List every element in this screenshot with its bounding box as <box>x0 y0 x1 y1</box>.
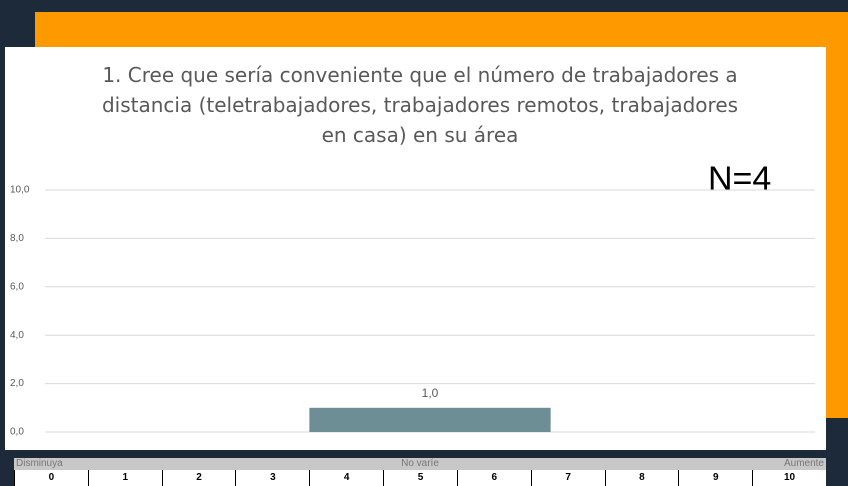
number-cell: 5 <box>383 470 457 486</box>
data-label: 1,0 <box>422 386 439 400</box>
number-cell: 4 <box>309 470 383 486</box>
chart-title: 1. Cree que sería conveniente que el núm… <box>101 63 739 147</box>
scale-numbers: 0 1 2 3 4 5 6 7 8 9 10 <box>14 470 826 486</box>
y-tick-label: 6,0 <box>10 281 24 292</box>
bar <box>309 407 551 432</box>
chart-panel <box>5 47 826 450</box>
number-cell: 8 <box>604 470 679 486</box>
number-cell: 9 <box>678 470 752 486</box>
header-cell: Aumente <box>783 458 824 469</box>
header-cell: Disminuya <box>16 458 63 469</box>
header-cell: No varíe <box>401 458 439 469</box>
y-tick-label: 4,0 <box>10 330 24 341</box>
y-tick-label: 2,0 <box>10 378 24 389</box>
scale-header: Disminuya No varíe Aumente <box>14 458 826 470</box>
number-cell: 10 <box>752 470 826 486</box>
number-cell: 3 <box>235 470 309 486</box>
number-cell: 7 <box>530 470 605 486</box>
y-tick-label: 8,0 <box>10 233 24 244</box>
scale-table: Disminuya No varíe Aumente 0 1 2 3 4 5 6 7 8 9 10 <box>14 458 826 486</box>
y-tick-label: 10,0 <box>10 185 30 196</box>
number-cell: 6 <box>456 470 531 486</box>
number-cell: 0 <box>14 470 88 486</box>
number-cell: 1 <box>87 470 162 486</box>
number-cell: 2 <box>161 470 236 486</box>
annotation: N=4 <box>708 160 772 198</box>
y-tick-label: 0,0 <box>10 427 24 438</box>
